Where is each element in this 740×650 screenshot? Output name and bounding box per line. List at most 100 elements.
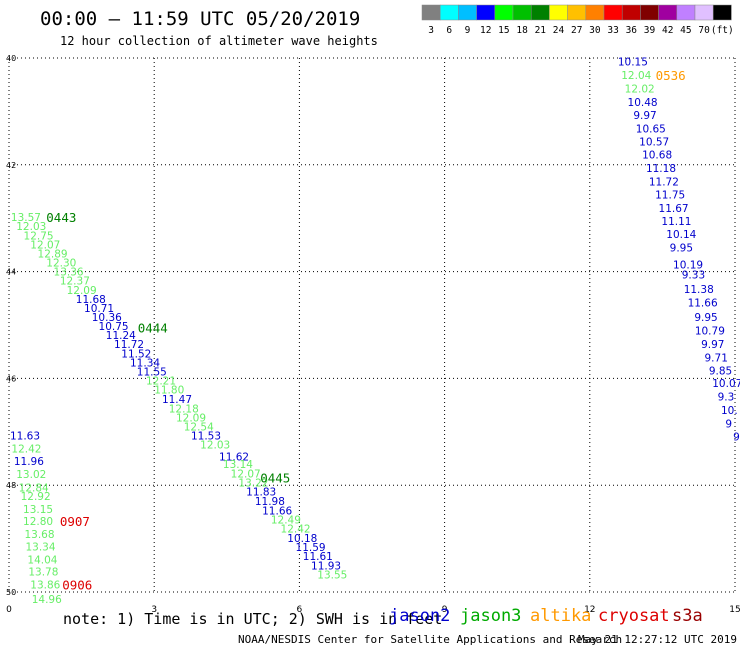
scale-label: 24 (553, 25, 565, 36)
pass-time-label: 0444 (138, 321, 168, 336)
wave-height-label: 13.78 (28, 567, 58, 579)
wave-height-label: 9.33 (682, 269, 705, 281)
wave-height-label: 11.47 (162, 394, 192, 406)
scale-label: 3 (428, 25, 434, 36)
scale-label: 9 (465, 25, 471, 36)
page-subtitle: 12 hour collection of altimeter wave hei… (60, 34, 378, 48)
pass-time-label: 0907 (60, 514, 90, 529)
wave-height-label: 12.80 (23, 516, 53, 528)
wave-height-label: 10.36 (92, 312, 122, 324)
page-title: 00:00 – 11:59 UTC 05/20/2019 (40, 8, 361, 30)
wave-height-label: 12.07 (231, 468, 261, 480)
wave-height-label: 12.89 (38, 248, 68, 260)
wave-height-label: 11.55 (137, 366, 167, 378)
wave-height-label: 12.75 (24, 230, 54, 242)
wave-height-label: 9.95 (670, 243, 693, 255)
wave-height-label: 12.42 (11, 443, 41, 455)
x-tick-label: 3 (151, 605, 157, 615)
wave-height-label: 13.57 (11, 212, 41, 224)
scale-label: 39 (644, 25, 656, 36)
wave-height-label: 11.98 (255, 496, 285, 508)
wave-height-label: 12.02 (625, 83, 655, 95)
wave-height-label: 10.79 (695, 325, 725, 337)
wave-height-label: 11.63 (10, 431, 40, 443)
wave-height-label: 13.36 (54, 267, 84, 279)
wave-height-label: 12.92 (21, 491, 51, 503)
x-tick-label: 6 (297, 605, 303, 615)
wave-height-label: 10.71 (84, 303, 114, 315)
wave-height-label: 9.97 (633, 110, 656, 122)
wave-height-label: 12.30 (46, 258, 76, 270)
wave-height-label: 12.07 (30, 239, 60, 251)
scale-label: 6 (446, 25, 452, 36)
scale-label: 15 (498, 25, 509, 36)
wave-height-label: 11.52 (121, 348, 151, 360)
wave-height-label: 13.55 (317, 569, 347, 581)
wave-height-label: 10.18 (287, 533, 317, 545)
wave-height-label: 12.09 (67, 285, 97, 297)
scale-label: (ft) (711, 25, 732, 36)
pass-time-label: 0906 (62, 578, 92, 593)
pass-time-label: 0445 (260, 471, 290, 486)
wave-height-label: 11.53 (191, 431, 221, 443)
wave-height-label: 11.80 (154, 385, 184, 397)
wave-height-label: 10.48 (628, 97, 658, 109)
wave-height-label: 12.03 (200, 440, 230, 452)
scale-label: 33 (607, 25, 618, 36)
legend-altika: altika (530, 606, 592, 626)
wave-height-label: 12.04 (621, 70, 651, 82)
wave-height-label: 10. (721, 405, 738, 417)
pass-time-label: 0536 (656, 68, 686, 83)
wave-height-label: 11.72 (114, 339, 144, 351)
wave-height-label: 11.24 (106, 330, 136, 342)
generated-timestamp: May 21 12:27:12 UTC 2019 (578, 633, 737, 646)
wave-height-label: 11.61 (303, 551, 333, 563)
wave-height-label: 11.18 (646, 163, 676, 175)
wave-height-label: 11.72 (649, 176, 679, 188)
credit-line: NOAA/NESDIS Center for Satellite Applica… (238, 633, 623, 646)
wave-height-label: 13.22 (238, 478, 268, 490)
wave-height-label: 12.03 (16, 221, 46, 233)
wave-height-label: 11.83 (246, 487, 276, 499)
scale-swatch (712, 4, 732, 21)
wave-height-label: 11.38 (684, 284, 714, 296)
wave-height-label: 11.68 (76, 294, 106, 306)
wave-height-label: 12.18 (169, 403, 199, 415)
scale-label: 12 (480, 25, 491, 36)
scale-label: 45 (680, 25, 691, 36)
wave-height-label: 9 (733, 432, 740, 444)
legend-s3a: s3a (672, 606, 703, 626)
wave-height-label: 11.96 (14, 456, 44, 468)
wave-height-label: 10.65 (636, 123, 666, 135)
wave-height-label: 11.11 (661, 216, 691, 228)
wave-height-label: 13.68 (24, 529, 54, 541)
wave-height-label: 10.68 (642, 150, 672, 162)
x-tick-label: 9 (442, 605, 448, 615)
wave-height-label: 9.71 (705, 353, 728, 365)
wave-height-label: 14.96 (32, 594, 62, 606)
wave-height-label: 11.66 (262, 505, 292, 517)
x-tick-label: 12 (584, 605, 595, 615)
pass-time-label: 0443 (46, 210, 76, 225)
wave-height-label: 13.86 (30, 580, 60, 592)
wave-height-label: 11.59 (296, 542, 326, 554)
wave-height-label: 9.85 (709, 365, 732, 377)
wave-height-label: 11.34 (130, 357, 160, 369)
wave-height-label: 13.34 (25, 542, 55, 554)
y-tick-label: 40 (6, 54, 16, 63)
y-tick-label: 50 (6, 588, 16, 597)
legend-jason3: jason3 (460, 606, 522, 626)
scale-label: 30 (589, 25, 601, 36)
wave-height-label: 12.84 (19, 482, 49, 494)
scale-label: 27 (571, 25, 582, 36)
wave-height-label: 13.15 (23, 504, 53, 516)
scale-label: 36 (626, 25, 638, 36)
wave-height-label: 12.42 (281, 523, 311, 535)
wave-height-label: 12.54 (184, 421, 214, 433)
color-scale-legend: 3 6 9 12 15 18 21 24 27 30 33 36 39 42 45 70 (ft) (421, 4, 732, 36)
x-tick-label: 15 (729, 605, 740, 615)
wave-height-label: 12.49 (271, 514, 301, 526)
units-note: note: 1) Time is in UTC; 2) SWH is in fe… (63, 610, 443, 628)
wave-height-label: 11.93 (311, 560, 341, 572)
